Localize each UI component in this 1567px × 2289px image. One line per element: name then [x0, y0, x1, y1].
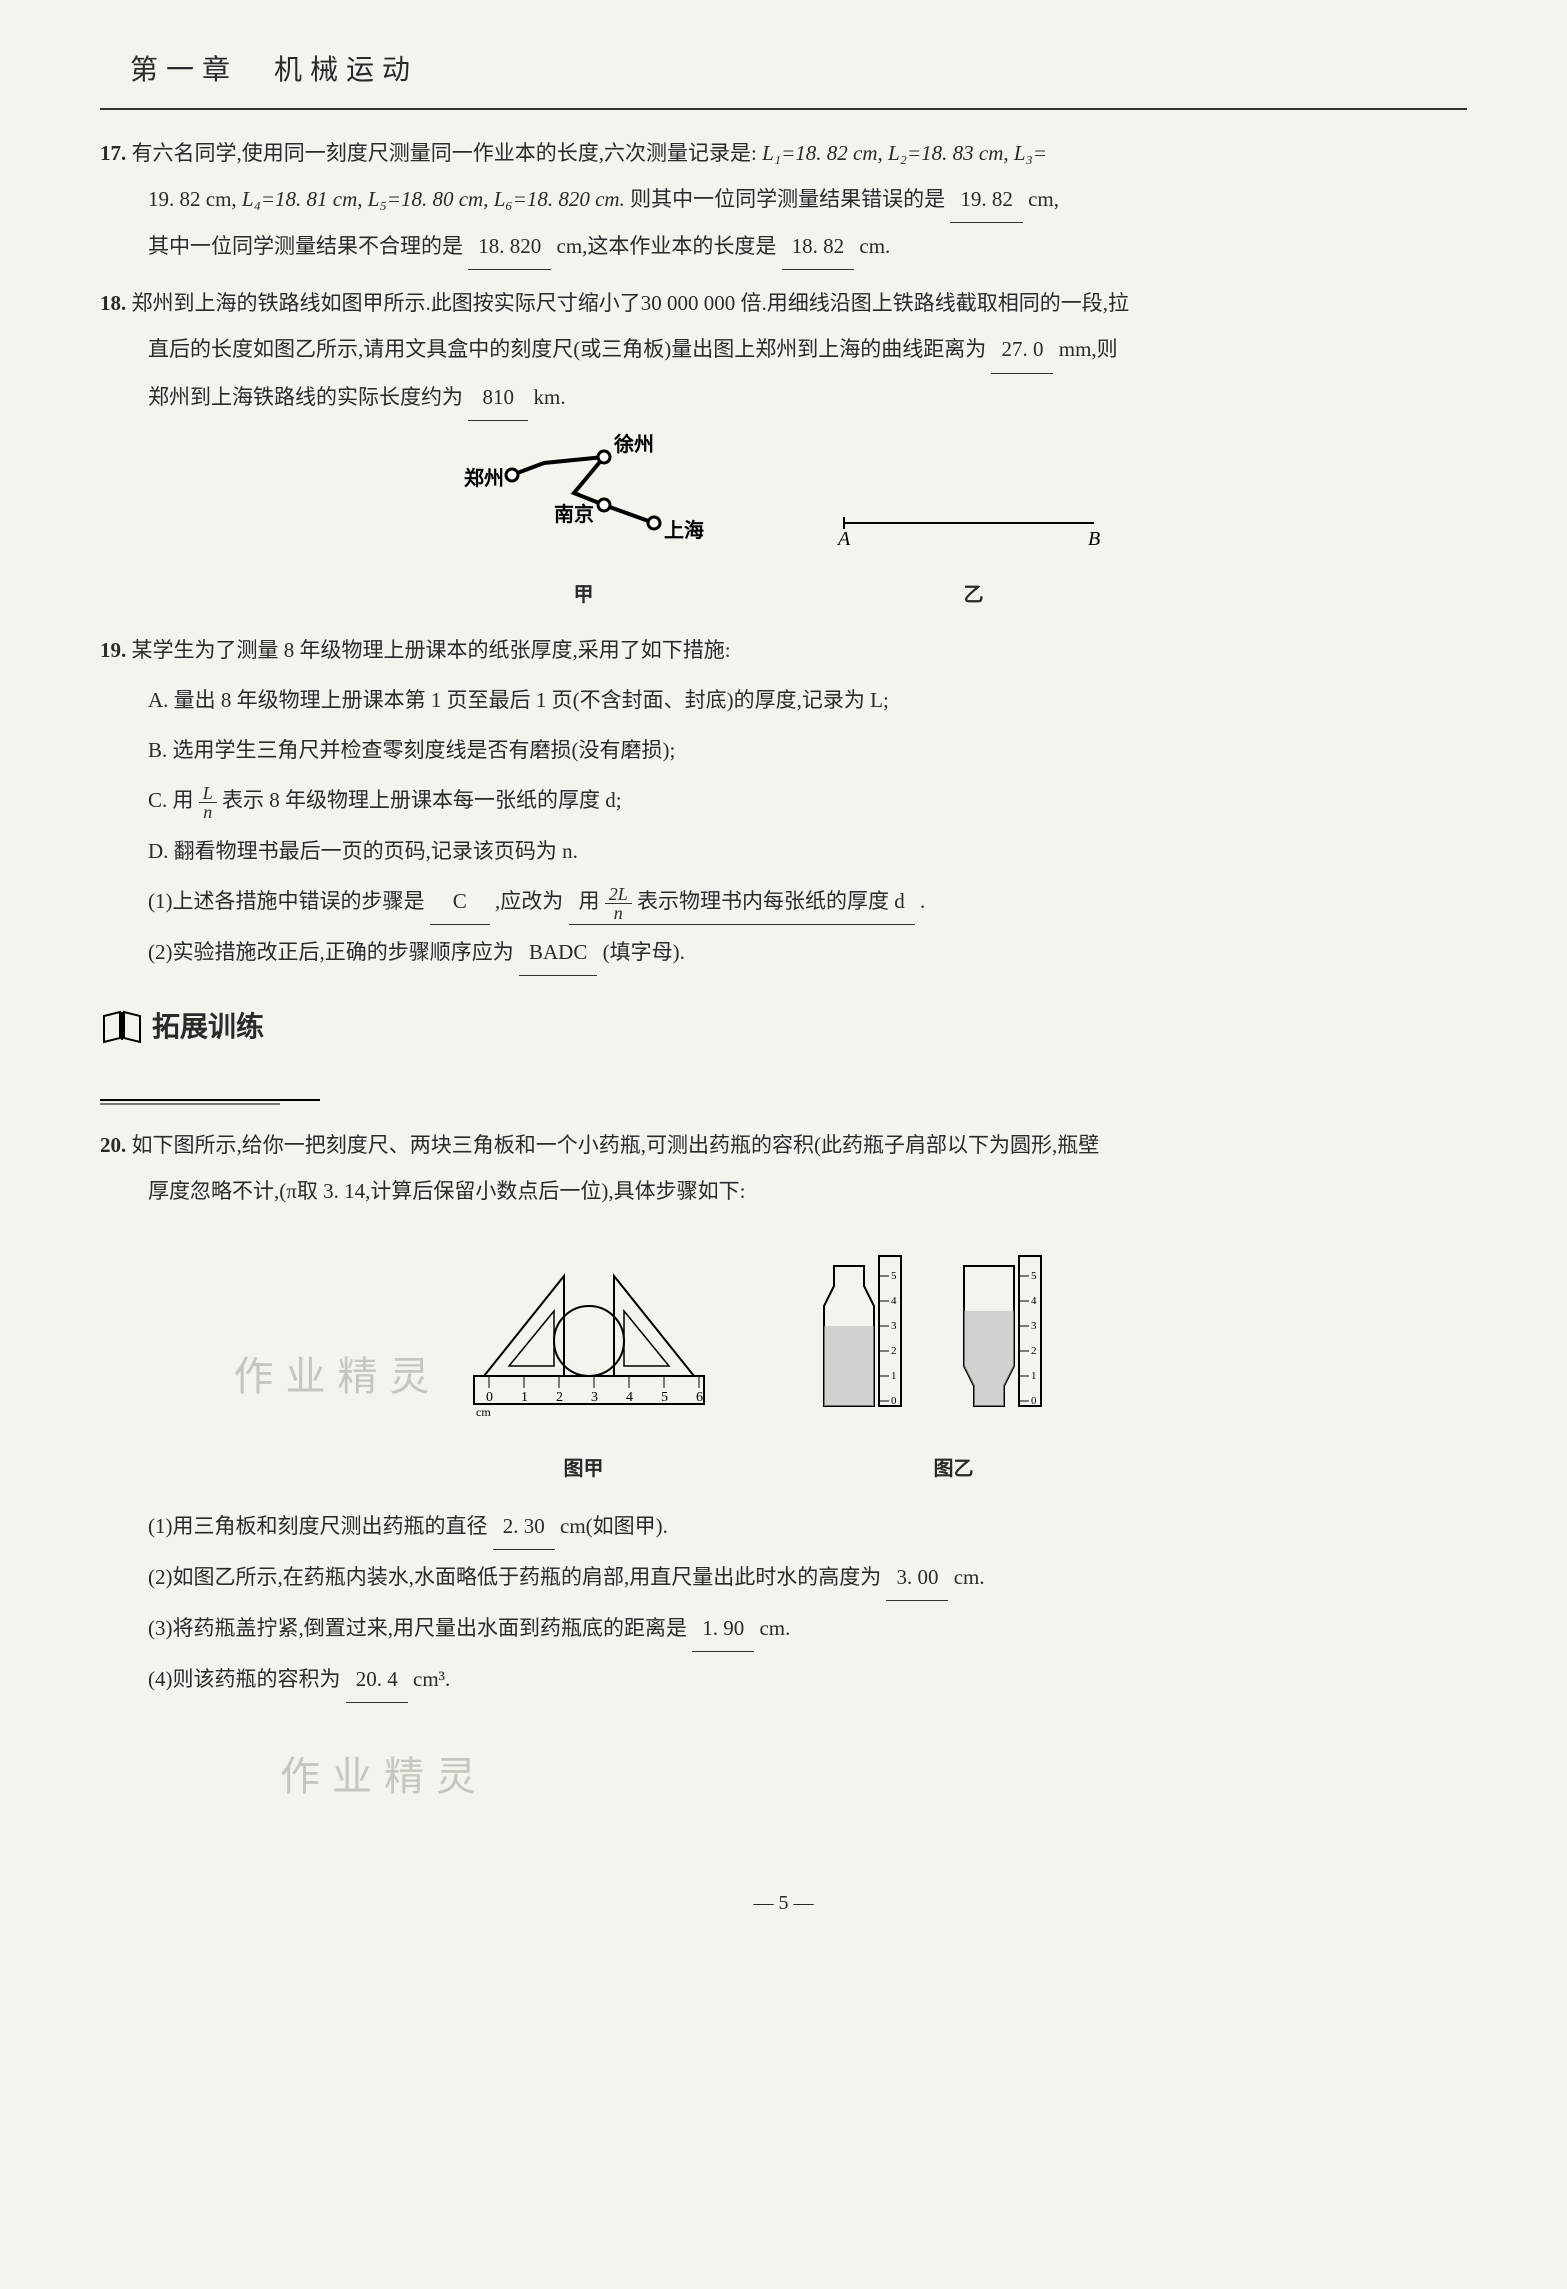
- book-icon: [100, 1008, 144, 1046]
- q17-L2: L₂=18. 83 cm,: [888, 141, 1009, 165]
- svg-text:5: 5: [661, 1390, 668, 1405]
- q20-figures: 0 1 2 3 4 5 6 cm 作业精灵 图甲: [100, 1226, 1467, 1490]
- q20-num: 20.: [100, 1133, 126, 1157]
- svg-text:3: 3: [891, 1320, 897, 1332]
- q18-num: 18.: [100, 291, 126, 315]
- watermark1: 作业精灵: [234, 1333, 442, 1421]
- q17-L3: L₃=: [1014, 141, 1047, 165]
- q18-ans2: 810: [468, 374, 528, 421]
- svg-text:0: 0: [486, 1390, 493, 1405]
- svg-text:4: 4: [891, 1295, 897, 1307]
- q20-ans3: 1. 90: [692, 1605, 754, 1652]
- q17-q2: cm,这本作业本的长度是: [557, 234, 777, 258]
- svg-text:3: 3: [1031, 1320, 1037, 1332]
- svg-text:5: 5: [1031, 1270, 1037, 1282]
- q20-sub2: (2)如图乙所示,在药瓶内装水,水面略低于药瓶的肩部,用直尺量出此时水的高度为 …: [100, 1554, 1467, 1601]
- q17-line3: 其中一位同学测量结果不合理的是: [148, 234, 463, 258]
- q17-L4: L₄=18. 81 cm,: [242, 187, 363, 211]
- section-title: 拓展训练: [152, 996, 264, 1058]
- q17-num: 17.: [100, 141, 126, 165]
- q20-fig2-svg: 0 1 2 3 4 5 0 1 2 3: [794, 1226, 1114, 1426]
- q17-q1: 则其中一位同学测量结果错误的是: [630, 187, 945, 211]
- svg-text:4: 4: [1031, 1295, 1037, 1307]
- q19-A: A. 量出 8 年级物理上册课本第 1 页至最后 1 页(不含封面、封底)的厚度…: [100, 677, 1467, 723]
- q17-L6: L₆=18. 820 cm.: [494, 187, 625, 211]
- q18-line-svg: A B: [834, 433, 1114, 553]
- svg-text:郑州: 郑州: [464, 467, 504, 490]
- q20-ans2: 3. 00: [886, 1554, 948, 1601]
- svg-text:1: 1: [521, 1390, 528, 1405]
- watermark2: 作业精灵: [100, 1733, 1467, 1821]
- svg-text:0: 0: [891, 1395, 897, 1407]
- q19-ans1: C: [430, 878, 490, 925]
- svg-text:上海: 上海: [664, 518, 704, 542]
- q18-figA-label: 甲: [454, 573, 714, 617]
- svg-text:2: 2: [556, 1390, 563, 1405]
- problem-20: 20. 如下图所示,给你一把刻度尺、两块三角板和一个小药瓶,可测出药瓶的容积(此…: [100, 1122, 1467, 1703]
- q17-ans2: 18. 820: [468, 223, 551, 270]
- q18-line3: 郑州到上海铁路线的实际长度约为: [148, 385, 463, 409]
- q20-sub3: (3)将药瓶盖拧紧,倒置过来,用尺量出水面到药瓶底的距离是 1. 90 cm.: [100, 1605, 1467, 1652]
- q19-sub1: (1)上述各措施中错误的步骤是 C ,应改为 用 2Ln 表示物理书内每张纸的厚…: [100, 878, 1467, 925]
- q17-ans3: 18. 82: [782, 223, 855, 270]
- chapter-title: 第一章 机械运动: [130, 55, 418, 86]
- q18-u2: km.: [534, 385, 566, 409]
- svg-text:1: 1: [891, 1370, 897, 1382]
- q19-B: B. 选用学生三角尺并检查零刻度线是否有磨损(没有磨损);: [100, 727, 1467, 773]
- svg-text:cm: cm: [476, 1405, 491, 1419]
- q18-figure: 郑州 徐州 南京 上海 甲 A B 乙: [100, 433, 1467, 617]
- problem-17: 17. 有六名同学,使用同一刻度尺测量同一作业本的长度,六次测量记录是: L₁=…: [100, 130, 1467, 271]
- q19-sub2: (2)实验措施改正后,正确的步骤顺序应为 BADC (填字母).: [100, 929, 1467, 976]
- q18-line2: 直后的长度如图乙所示,请用文具盒中的刻度尺(或三角板)量出图上郑州到上海的曲线距…: [148, 337, 986, 361]
- q19-ans3: BADC: [519, 929, 597, 976]
- q20-sub4: (4)则该药瓶的容积为 20. 4 cm³.: [100, 1656, 1467, 1703]
- q20-ans4: 20. 4: [346, 1656, 408, 1703]
- q17-L5: L₅=18. 80 cm,: [368, 187, 489, 211]
- q20-line1: 如下图所示,给你一把刻度尺、两块三角板和一个小药瓶,可测出药瓶的容积(此药瓶子肩…: [132, 1133, 1100, 1157]
- q17-L1: L₁=18. 82 cm,: [762, 141, 883, 165]
- q20-fig1-label: 图甲: [454, 1447, 714, 1491]
- svg-text:4: 4: [626, 1390, 633, 1405]
- svg-text:6: 6: [696, 1390, 703, 1405]
- q17-text: 有六名同学,使用同一刻度尺测量同一作业本的长度,六次测量记录是:: [132, 141, 757, 165]
- svg-text:2: 2: [891, 1345, 897, 1357]
- q18-ans1: 27. 0: [991, 326, 1053, 373]
- q18-u1: mm,则: [1059, 337, 1118, 361]
- svg-text:2: 2: [1031, 1345, 1037, 1357]
- problem-18: 18. 郑州到上海的铁路线如图甲所示.此图按实际尺寸缩小了30 000 000 …: [100, 280, 1467, 617]
- q20-sub1: (1)用三角板和刻度尺测出药瓶的直径 2. 30 cm(如图甲).: [100, 1503, 1467, 1550]
- svg-text:A: A: [836, 528, 851, 550]
- problem-19: 19. 某学生为了测量 8 年级物理上册课本的纸张厚度,采用了如下措施: A. …: [100, 627, 1467, 976]
- svg-text:南京: 南京: [554, 502, 594, 526]
- q19-C: C. 用 Ln 表示 8 年级物理上册课本每一张纸的厚度 d;: [100, 777, 1467, 823]
- q17-ans1: 19. 82: [950, 176, 1023, 223]
- q19-D: D. 翻看物理书最后一页的页码,记录该页码为 n.: [100, 828, 1467, 874]
- q18-map-svg: 郑州 徐州 南京 上海: [454, 433, 714, 553]
- page-footer: — 5 —: [100, 1881, 1467, 1925]
- q17-line2a: 19. 82 cm,: [148, 187, 237, 211]
- q19-num: 19.: [100, 638, 126, 662]
- q18-figB-label: 乙: [834, 573, 1114, 617]
- q20-line2: 厚度忽略不计,(π取 3. 14,计算后保留小数点后一位),具体步骤如下:: [100, 1168, 1467, 1214]
- q20-fig2-label: 图乙: [794, 1447, 1114, 1491]
- svg-text:0: 0: [1031, 1395, 1037, 1407]
- svg-text:3: 3: [591, 1390, 598, 1405]
- q18-line1: 郑州到上海的铁路线如图甲所示.此图按实际尺寸缩小了30 000 000 倍.用细…: [132, 291, 1130, 315]
- section-underline: [100, 1096, 320, 1106]
- q20-fig1-svg: 0 1 2 3 4 5 6 cm: [454, 1226, 714, 1426]
- svg-text:徐州: 徐州: [613, 433, 654, 456]
- q17-u1: cm,: [1028, 187, 1059, 211]
- q17-u2: cm.: [859, 234, 890, 258]
- svg-text:5: 5: [891, 1270, 897, 1282]
- section-expansion: 拓展训练: [100, 996, 1467, 1122]
- q20-ans1: 2. 30: [493, 1503, 555, 1550]
- svg-text:B: B: [1088, 528, 1100, 550]
- q19-intro: 某学生为了测量 8 年级物理上册课本的纸张厚度,采用了如下措施:: [132, 638, 731, 662]
- page-header: 第一章 机械运动: [100, 40, 1467, 110]
- svg-text:1: 1: [1031, 1370, 1037, 1382]
